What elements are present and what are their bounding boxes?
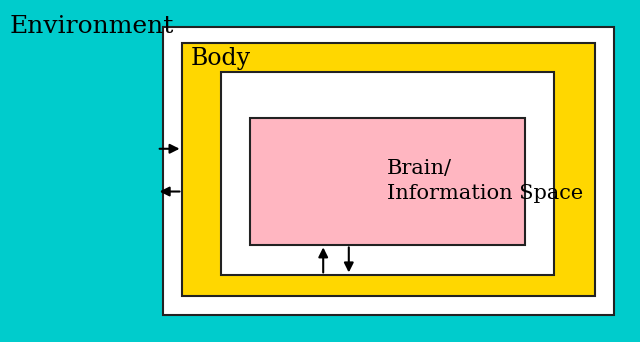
Bar <box>163 27 614 315</box>
Text: Body: Body <box>191 47 251 70</box>
Bar <box>250 118 525 245</box>
Bar <box>182 43 595 296</box>
Bar <box>221 72 554 275</box>
Text: Brain/
Information Space: Brain/ Information Space <box>387 159 584 203</box>
Text: Environment: Environment <box>10 15 174 38</box>
